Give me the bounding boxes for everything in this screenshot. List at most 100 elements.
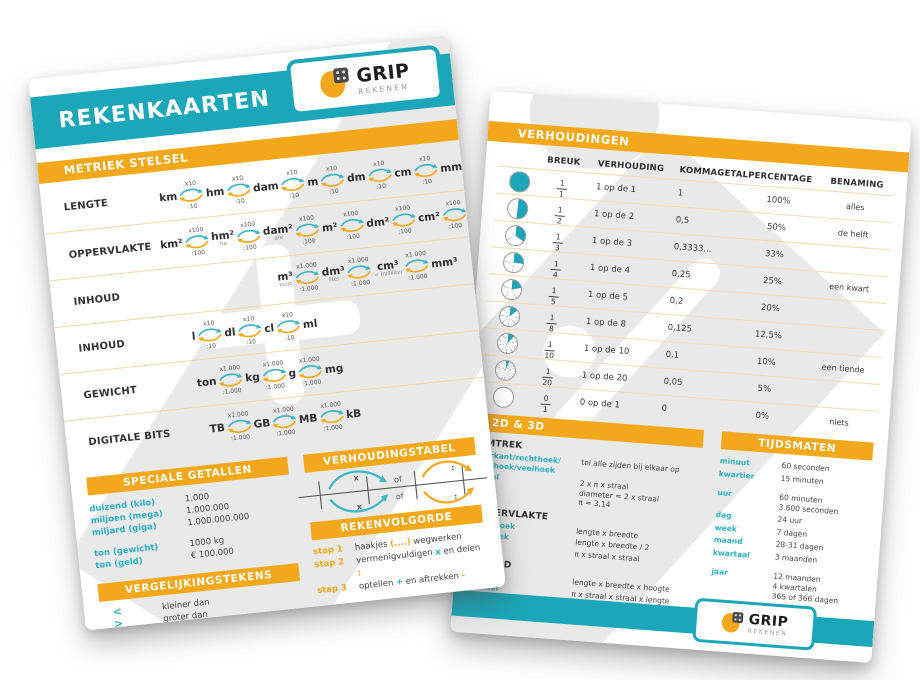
metric-row-label: GEWICHT (82, 384, 138, 401)
cell-percentage: 25% (762, 275, 783, 288)
rekenkaart-front-card: REKENKAARTEN GRIP REKENEN METRIEK STELSE… (28, 35, 506, 631)
cell-percentage: 33% (764, 248, 785, 261)
or-label: of (395, 491, 404, 502)
cell-kommagetal: 0,3333... (673, 242, 712, 255)
metric-row-label: DIGITALE BITS (87, 428, 171, 448)
pie-chart-icon (493, 358, 517, 382)
unit-chain: ton x1.000 :1.000 kg (196, 355, 344, 396)
cell-verhouding: 1 op de 2 (593, 209, 635, 223)
cell-percentage: 100% (765, 194, 791, 207)
brand-subtitle: REKENEN (747, 627, 788, 638)
grip-logo-icon (316, 66, 352, 101)
conversion-arrows-icon: x10 :10 (177, 178, 207, 211)
column-header: PERCENTAGE (747, 170, 813, 186)
cell-benaming (809, 311, 885, 317)
metric-row-label: OPPERVLAKTE (68, 241, 153, 261)
cell-percentage: 20% (760, 302, 781, 315)
verhoudingstabel-diagram: x of : x of : (298, 459, 488, 517)
conversion-arrows-icon: x1.000 :1.000 (319, 400, 344, 433)
grip-logo-icon (720, 610, 744, 635)
metric-row-label: LENGTE (63, 197, 109, 214)
unit-chain: TB x1.000 :1.000 GB (209, 400, 362, 443)
cell-benaming: alles (845, 201, 865, 212)
cell-kommagetal: 0,5 (675, 215, 690, 227)
conversion-arrows-icon: x1.000 :1.000 (404, 249, 429, 282)
cell-percentage: 10% (756, 356, 777, 369)
cell-benaming (813, 258, 889, 264)
cell-benaming (807, 338, 883, 344)
conversion-arrows-icon: x100 :100 (337, 209, 367, 242)
conversion-arrows-icon: x100 :100 (293, 214, 323, 247)
verhoudingen-table: BREUK VERHOUDING KOMMAGETAL PERCENTAGE B… (479, 148, 895, 438)
conversion-arrows-icon: x100 :100 (182, 225, 212, 258)
column-header: BENAMING (830, 176, 884, 191)
cell-kommagetal: 0,05 (663, 376, 683, 389)
cell-benaming (803, 392, 879, 398)
pie-chart-icon (497, 304, 521, 328)
cell-benaming: de helft (837, 227, 869, 240)
conversion-arrows-icon: x10 :10 (235, 314, 265, 347)
column-header: KOMMAGETAL (679, 165, 749, 181)
fraction: 1 10 (544, 339, 556, 361)
multiply-label: x (353, 473, 360, 483)
conversion-arrows-icon: x10 :10 (278, 168, 308, 201)
conversion-arrows-icon: x1.000 :1.000 (347, 256, 372, 288)
conversion-arrows-icon: x100 :100 (439, 198, 469, 231)
cell-benaming: een kwart (828, 281, 870, 294)
unit-chain: l x10 :10 dl (191, 311, 319, 352)
cell-kommagetal: 0 (661, 403, 668, 415)
rekenkaart-back-card: VERHOUDINGEN BREUK VERHOUDING KOMMAGETAL… (450, 90, 912, 664)
fraction: 1 20 (542, 366, 554, 388)
cell-benaming: niets (828, 416, 850, 428)
cell-percentage: 5% (757, 383, 772, 395)
cell-kommagetal: 0,2 (669, 295, 684, 307)
pie-chart-icon (499, 277, 523, 301)
metric-row-label: INHOUD (78, 338, 126, 355)
column-header: VERHOUDING (597, 159, 665, 175)
pie-chart-icon (501, 250, 525, 274)
conversion-arrows-icon: x1.000 :1.000 (272, 405, 297, 438)
cell-percentage: 12,5% (754, 329, 783, 342)
pie-chart-icon (491, 385, 515, 408)
conversion-arrows-icon: x10 :10 (224, 173, 254, 206)
conversion-arrows-icon: x1.000 :1.000 (227, 410, 252, 443)
cell-verhouding: 1 op de 4 (589, 262, 631, 276)
or-label: of (393, 474, 403, 485)
multiply-label: x (356, 502, 363, 512)
rekenvolgorde-steps: stap 1 haakjes (....) wegwerken stap 2 v… (313, 528, 489, 598)
cell-verhouding: 0 op de 1 (579, 397, 621, 411)
cell-percentage: 0% (755, 410, 770, 422)
conversion-arrows-icon: x10 :10 (411, 154, 441, 187)
cell-kommagetal: 0,125 (667, 322, 693, 335)
conversion-arrows-icon: x10 :10 (365, 159, 395, 192)
conversion-arrows-icon: x1.000 :1.000 (298, 355, 323, 388)
pie-chart-icon (503, 223, 527, 247)
conversion-arrows-icon: x10 :10 (318, 163, 348, 196)
conversion-arrows-icon: x10 :10 (195, 319, 225, 352)
conversion-arrows-icon: x100 :100 (234, 220, 264, 253)
metric-table: LENGTE km x10 (39, 143, 496, 468)
conversion-arrows-icon: x1.000 :1.000 (219, 364, 243, 396)
conversion-arrows-icon: x100 :100 (389, 204, 419, 237)
cell-kommagetal: 1 (677, 188, 684, 199)
cell-kommagetal: 0,1 (665, 349, 680, 361)
metric-row-label: INHOUD (73, 291, 121, 308)
cell-benaming: een tiende (821, 362, 865, 375)
column-header: BREUK (546, 155, 581, 168)
grip-logo-footer: GRIP REKENEN (692, 597, 818, 651)
cell-verhouding: 1 op de 1 (595, 182, 637, 196)
cell-verhouding: 1 op de 20 (581, 370, 628, 384)
cell-verhouding: 1 op de 10 (583, 343, 630, 358)
conversion-arrows-icon: x1.000 :1.000 (262, 359, 286, 392)
cell-percentage: 50% (766, 222, 787, 234)
cell-kommagetal: 0,25 (671, 269, 691, 281)
pie-chart-icon (505, 196, 529, 220)
brand-name: GRIP (748, 611, 789, 631)
cell-verhouding: 1 op de 5 (587, 289, 629, 303)
